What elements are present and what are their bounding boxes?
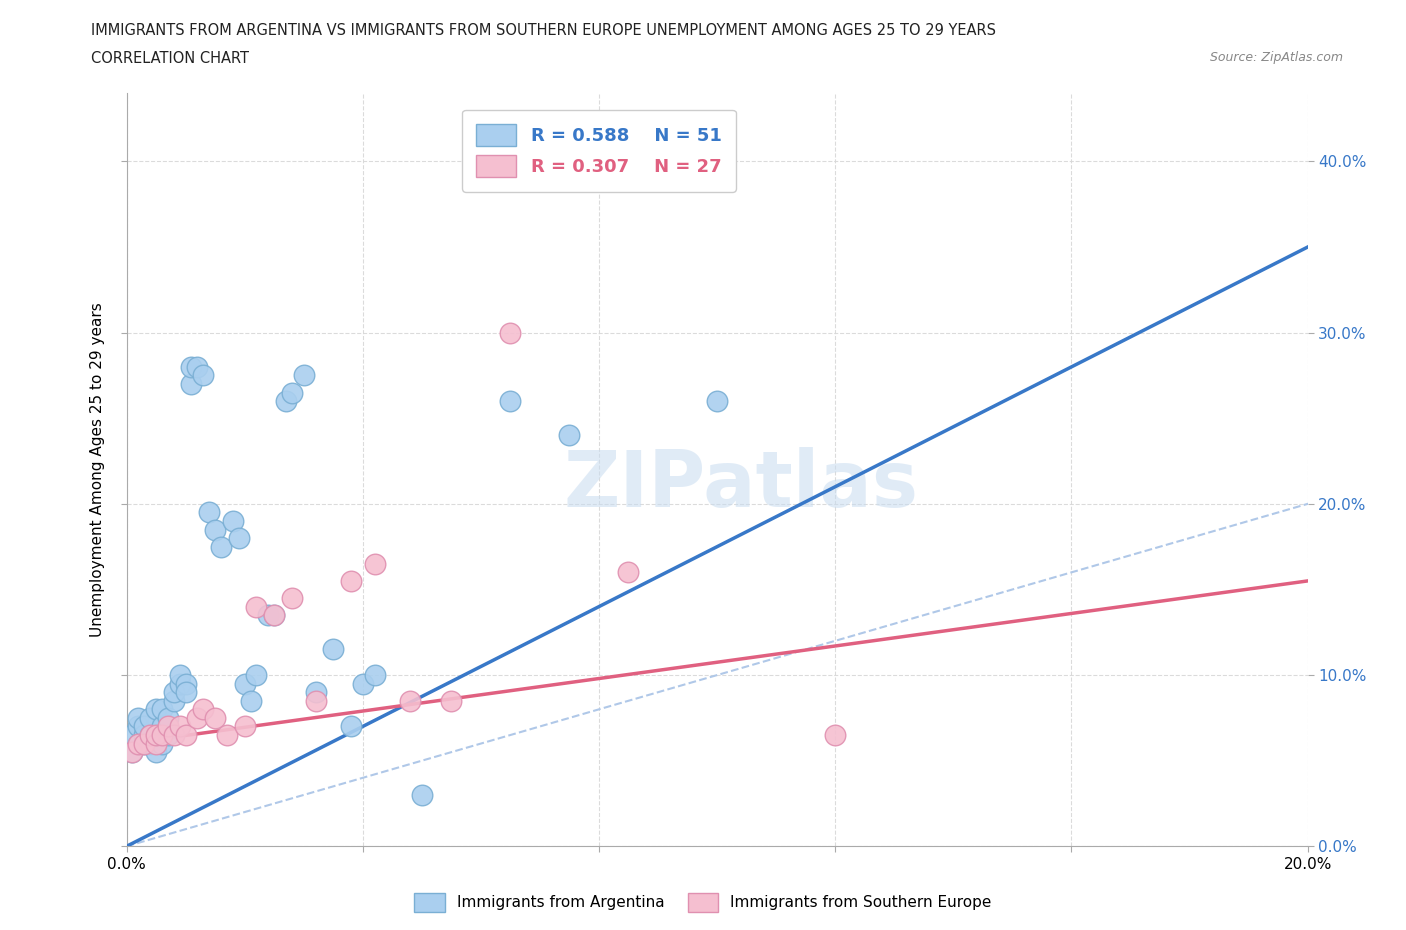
Legend: Immigrants from Argentina, Immigrants from Southern Europe: Immigrants from Argentina, Immigrants fr… [408,887,998,918]
Point [127,737,149,751]
Point [340,719,363,734]
Point [169,719,191,734]
Point [222,513,245,528]
Point [292,368,315,383]
Point [174,676,197,691]
Point [163,684,186,699]
Point [204,711,226,725]
Point [198,505,221,520]
Point [121,745,143,760]
Point [180,360,202,375]
Point [281,591,304,605]
Y-axis label: Unemployment Among Ages 25 to 29 years: Unemployment Among Ages 25 to 29 years [90,302,105,637]
Point [411,788,433,803]
Point [186,360,208,375]
Point [145,702,167,717]
Point [274,393,297,408]
Point [363,556,385,571]
Text: CORRELATION CHART: CORRELATION CHART [91,51,249,66]
Point [139,737,162,751]
Point [150,737,173,751]
Point [322,642,344,657]
Point [706,393,728,408]
Point [215,727,238,742]
Point [163,727,186,742]
Point [399,694,422,709]
Point [245,599,267,614]
Point [121,727,143,742]
Point [233,676,256,691]
Point [150,727,173,742]
Point [499,326,522,340]
Point [174,684,197,699]
Point [263,607,285,622]
Point [156,711,179,725]
Point [150,719,173,734]
Point [281,385,304,400]
Point [228,531,250,546]
Point [145,727,167,742]
Point [263,607,285,622]
Point [499,393,522,408]
Text: ZIPatlas: ZIPatlas [564,446,918,523]
Point [139,727,162,742]
Point [245,668,267,683]
Point [209,539,232,554]
Point [134,727,156,742]
Point [156,727,179,742]
Point [233,719,256,734]
Point [121,745,143,760]
Point [440,694,463,709]
Point [617,565,640,579]
Point [134,737,156,751]
Point [193,702,215,717]
Point [127,711,149,725]
Point [239,694,262,709]
Point [134,737,156,751]
Point [127,719,149,734]
Point [150,702,173,717]
Point [824,727,846,742]
Point [156,719,179,734]
Point [139,711,162,725]
Point [352,676,374,691]
Point [169,676,191,691]
Point [304,684,326,699]
Point [145,727,167,742]
Point [363,668,385,683]
Point [169,668,191,683]
Text: Source: ZipAtlas.com: Source: ZipAtlas.com [1209,51,1343,64]
Point [134,719,156,734]
Point [340,574,363,589]
Point [193,368,215,383]
Point [304,694,326,709]
Point [180,377,202,392]
Point [127,737,149,751]
Point [145,737,167,751]
Point [145,745,167,760]
Text: IMMIGRANTS FROM ARGENTINA VS IMMIGRANTS FROM SOUTHERN EUROPE UNEMPLOYMENT AMONG : IMMIGRANTS FROM ARGENTINA VS IMMIGRANTS … [91,23,997,38]
Point [558,428,581,443]
Point [174,727,197,742]
Point [163,694,186,709]
Point [257,607,280,622]
Point [186,711,208,725]
Legend: R = 0.588    N = 51, R = 0.307    N = 27: R = 0.588 N = 51, R = 0.307 N = 27 [463,110,735,192]
Point [204,522,226,537]
Point [139,727,162,742]
